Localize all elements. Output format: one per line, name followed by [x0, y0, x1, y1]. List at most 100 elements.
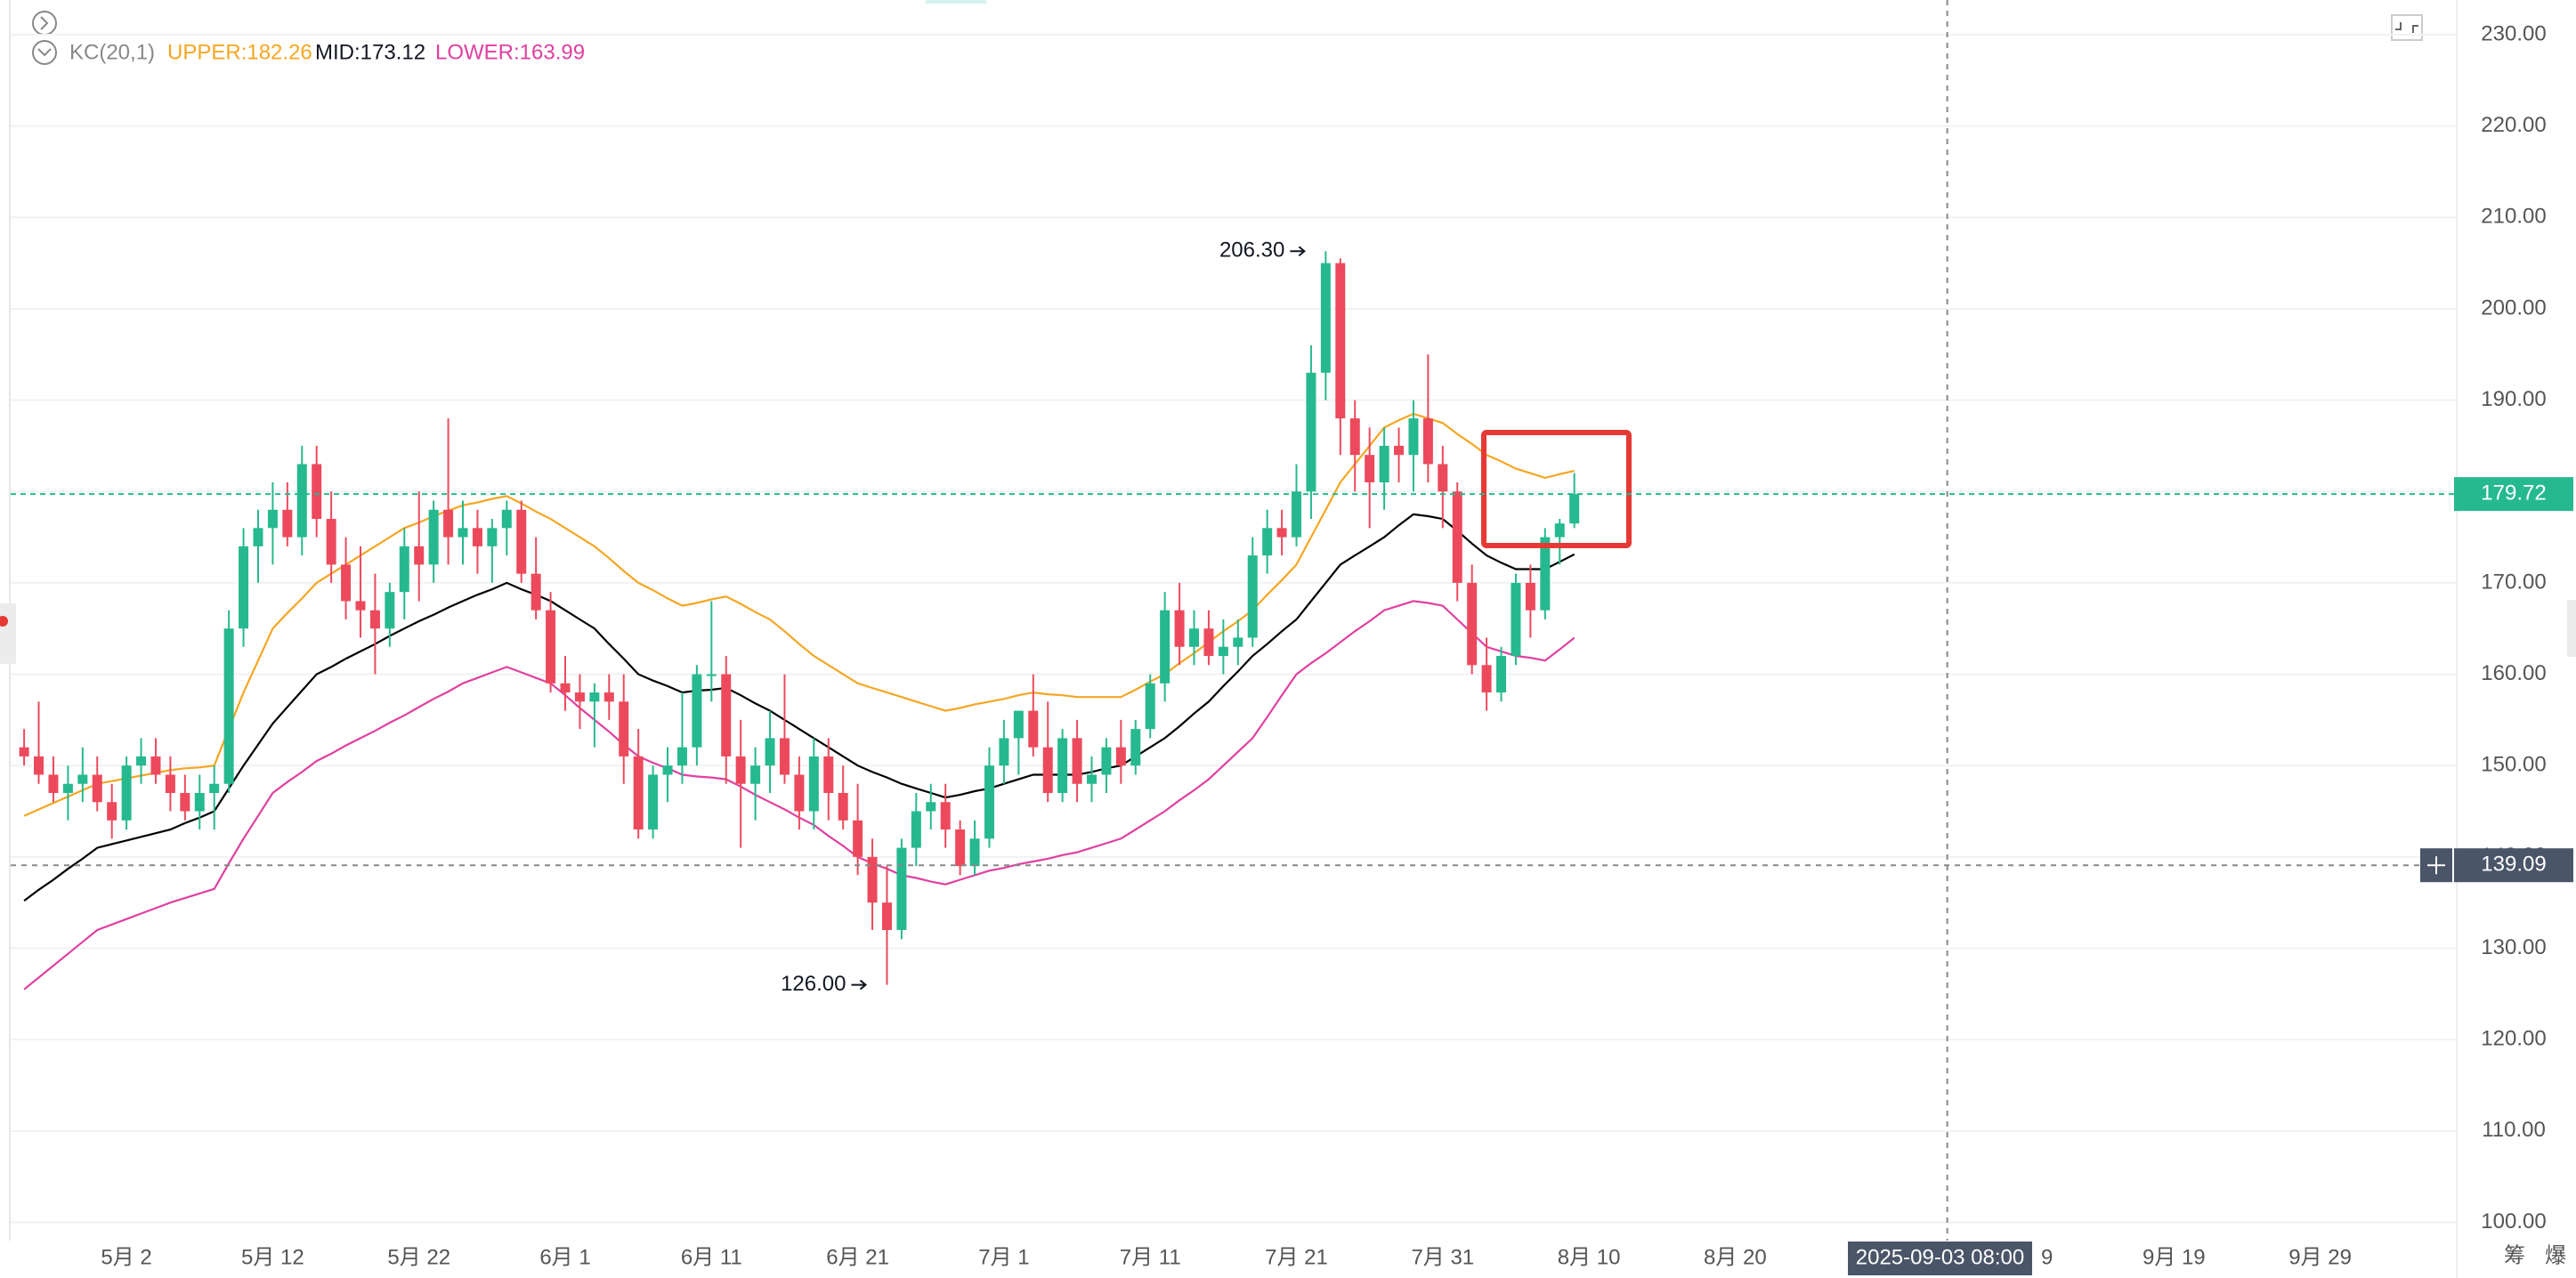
y-tick-label: 200.00: [2481, 295, 2546, 320]
x-tick-label: 5月 22: [387, 1245, 450, 1269]
candle-body: [501, 509, 512, 529]
candle-body: [969, 838, 980, 867]
extreme-arrow: [851, 979, 868, 991]
candle-body: [881, 902, 892, 930]
candle-body: [1145, 683, 1155, 730]
candle-body: [999, 738, 1009, 766]
candle-body: [1335, 263, 1346, 419]
icon-frame[interactable]: [2391, 14, 2423, 41]
x-tick-label: 7月 21: [1265, 1245, 1328, 1269]
candle-body: [1276, 528, 1287, 538]
candle-body: [150, 756, 161, 775]
candle-body: [48, 774, 59, 794]
y-tick-label: 100.00: [2481, 1209, 2546, 1234]
candle-body: [706, 674, 717, 676]
candle-body: [619, 701, 629, 756]
candle-body: [1160, 610, 1171, 683]
candle-body: [312, 464, 322, 520]
candle-body: [1554, 523, 1565, 538]
candle-body: [940, 802, 951, 830]
left-dot: [0, 616, 8, 627]
candle-body: [253, 528, 263, 546]
candle-body: [385, 592, 395, 629]
candle-body: [487, 528, 498, 546]
candle-body: [369, 610, 380, 629]
candle-body: [794, 774, 805, 812]
candle-body: [1452, 491, 1462, 583]
legend-entry: MID:173.12: [315, 40, 425, 64]
candle-body: [296, 464, 307, 538]
candle-body: [458, 528, 468, 538]
highlight-box: [1481, 430, 1632, 548]
candle-body: [341, 564, 352, 602]
candle-body: [853, 820, 863, 857]
candle-body: [516, 509, 527, 574]
candle-body: [1013, 710, 1024, 739]
candle-body: [62, 783, 73, 794]
candle-body: [1262, 528, 1273, 556]
side-label: 筹: [2504, 1243, 2525, 1267]
candle-body: [1408, 418, 1419, 456]
candle-body: [355, 601, 366, 611]
candle-body: [603, 692, 614, 702]
candle-body: [589, 692, 600, 702]
crosshair-date-box: [1848, 1242, 2032, 1275]
candle-body: [399, 546, 409, 593]
last-price-box: [2454, 477, 2573, 512]
candle-body: [1349, 418, 1360, 456]
right-tab[interactable]: [2567, 600, 2576, 657]
band-line: [23, 412, 1575, 817]
candle-body: [1247, 555, 1258, 638]
x-tick-label: 9月 29: [2288, 1245, 2352, 1269]
candle-body: [648, 774, 659, 830]
top-tab: [926, 0, 986, 4]
candle-body: [326, 519, 336, 565]
candle-body: [1496, 656, 1507, 693]
candle-body: [34, 756, 45, 775]
top-right-icon[interactable]: [2391, 14, 2423, 41]
y-tick-label: 190.00: [2481, 387, 2546, 411]
x-tick-label: 5月 12: [241, 1245, 304, 1269]
candle-body: [165, 774, 175, 794]
candle-body: [267, 509, 278, 529]
extreme-arrow: [1290, 246, 1306, 257]
candle-body: [633, 756, 644, 830]
candle-body: [107, 802, 117, 821]
expand-glyph: [40, 16, 49, 30]
x-tick-label: 8月 10: [1558, 1245, 1621, 1269]
candle-body: [1365, 455, 1375, 482]
candle-body: [867, 856, 878, 903]
candle-body: [676, 747, 687, 766]
candle-body: [1072, 738, 1082, 784]
candle-body: [1101, 747, 1112, 775]
left-tab[interactable]: [0, 603, 16, 664]
candle-body: [735, 756, 746, 784]
legend-icons[interactable]: [32, 11, 57, 65]
candle-body: [1569, 494, 1580, 524]
candle-body: [896, 847, 907, 930]
icon-glyph: [2395, 22, 2418, 33]
candle-body: [823, 756, 834, 794]
x-tick-label: 6月 11: [681, 1245, 742, 1269]
x-tick-label: 7月 11: [1120, 1245, 1181, 1269]
crosshair-date-label: 2025-09-03 08:00: [1856, 1245, 2025, 1269]
y-tick-label: 130.00: [2481, 935, 2546, 959]
candle-body: [1203, 628, 1214, 657]
candle-body: [1320, 263, 1331, 373]
candle-body: [223, 628, 234, 784]
collapse-icon[interactable]: [32, 40, 57, 65]
candle-body: [1540, 537, 1551, 611]
band-line: [23, 513, 1576, 902]
candle-body: [911, 811, 921, 848]
last-price-label: 179.72: [2481, 481, 2546, 505]
candle-body: [1189, 628, 1199, 647]
candle-body: [1130, 729, 1141, 766]
candle-body: [209, 783, 220, 794]
candle-body: [428, 509, 439, 565]
candle-body: [1511, 582, 1521, 657]
candle-body: [1394, 445, 1405, 456]
candle-body: [19, 747, 29, 756]
